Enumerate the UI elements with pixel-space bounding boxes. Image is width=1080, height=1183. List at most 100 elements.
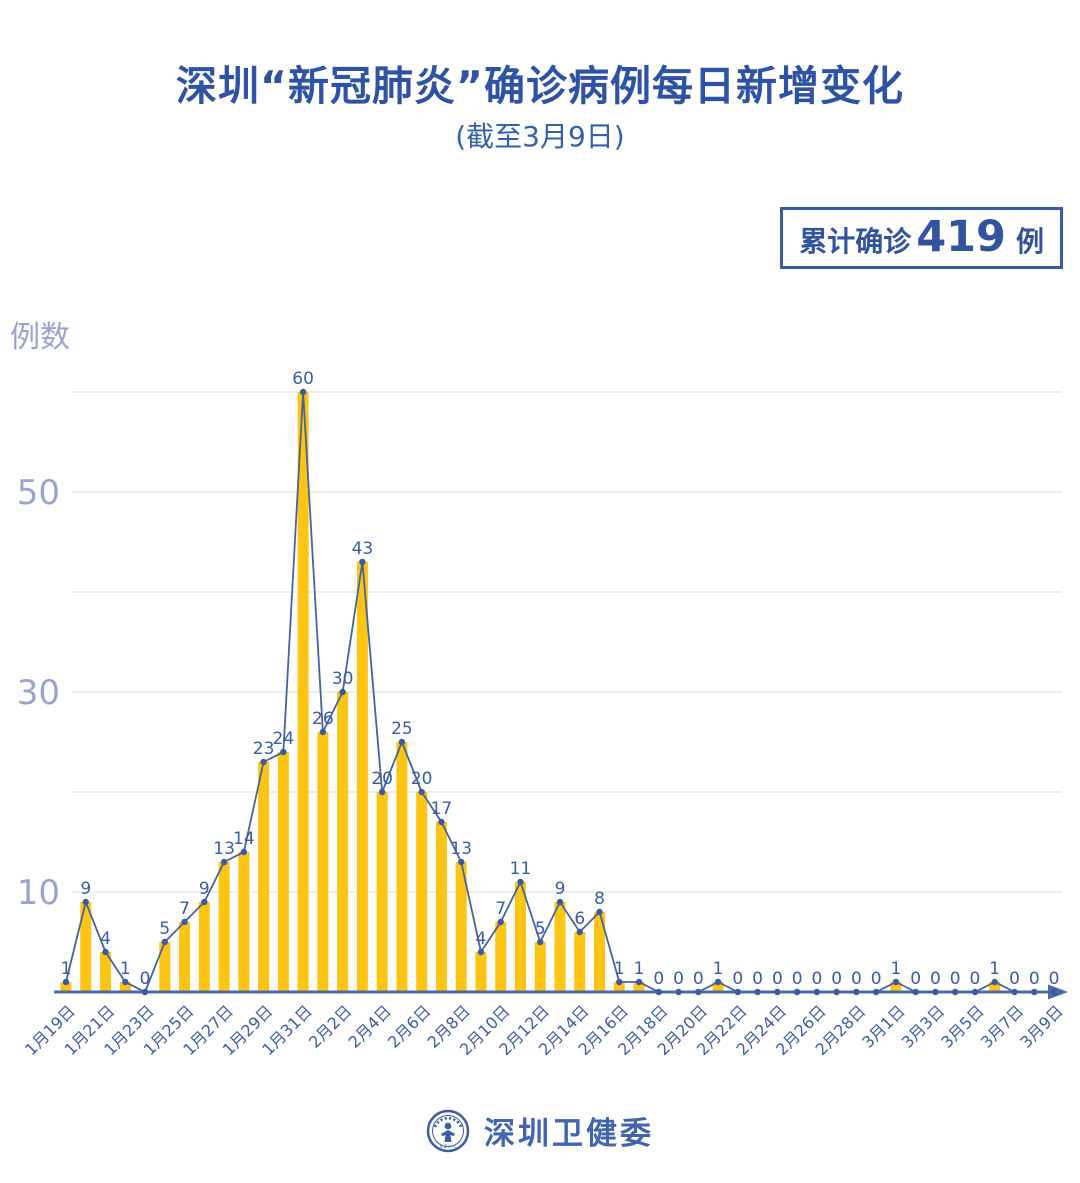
chart-bar [435,822,447,992]
data-point [1011,988,1018,996]
data-point [458,858,465,866]
data-point [1031,988,1038,996]
chart-bar [594,912,606,992]
value-label: 60 [292,369,314,389]
y-tick-label: 10 [17,873,60,913]
value-label: 1 [120,959,131,979]
data-point [774,988,781,996]
value-label: 9 [80,879,91,899]
szhc-logo-icon: S Z H C [426,1109,470,1152]
value-label: 0 [673,969,684,989]
badge-count: 419 [916,212,1006,262]
data-point [853,988,860,996]
data-point [62,978,70,986]
value-label: 4 [476,929,487,949]
data-point [655,988,662,996]
data-point [260,758,267,766]
value-label: 1 [891,959,902,979]
data-point [102,948,109,956]
data-point [240,848,248,856]
data-point [833,988,840,996]
data-point [714,978,722,986]
y-tick-label: 30 [17,673,60,713]
chart-bar [534,942,546,992]
value-label: 0 [792,969,803,989]
data-point [892,978,900,986]
data-point [695,988,702,996]
data-point [596,908,603,916]
chart-bar [890,982,902,992]
value-label: 1 [634,959,645,979]
chart-bar [80,902,92,992]
value-label: 7 [179,899,190,919]
chart-bar [396,742,408,992]
chart-bar [574,932,586,992]
chart-bar [416,792,428,992]
data-point [517,878,524,886]
value-label: 0 [1009,969,1020,989]
value-label: 4 [100,929,111,949]
x-tick-label: 3月1日 [858,1001,908,1051]
chart-bar [277,752,289,992]
data-point [1050,988,1058,996]
x-tick-label: 2月4日 [345,1001,395,1051]
data-point [339,688,346,696]
value-label: 20 [411,769,433,789]
chart-bar [60,982,72,992]
data-point [971,988,979,996]
page-subtitle: (截至3月9日) [455,120,625,153]
chart-bar [258,762,270,992]
data-point [359,558,366,566]
chart-bar [475,952,487,992]
value-label: 0 [930,969,941,989]
data-point [477,948,485,956]
data-point [82,898,89,906]
value-label: 14 [233,829,255,849]
data-point [280,748,287,756]
chart-bar [218,862,230,992]
chart-bar [495,922,507,992]
data-point [932,988,939,996]
chart-bar [514,882,526,992]
value-label: 9 [199,879,210,899]
data-point [754,988,761,996]
data-point [912,988,919,996]
value-label: 1 [713,959,724,979]
org-name: 深圳卫健委 [484,1116,654,1152]
chart-bar [198,902,210,992]
value-label: 0 [851,969,862,989]
data-point [220,858,228,866]
value-label: 20 [371,769,393,789]
y-tick-label: 50 [17,473,60,513]
y-axis-title: 例数 [10,320,70,355]
data-point [635,978,643,986]
value-label: 24 [273,729,295,749]
data-point [398,738,406,746]
data-point [616,978,623,986]
x-tick-label: 2月2日 [305,1001,355,1051]
value-label: 5 [535,919,546,939]
value-label: 0 [772,969,783,989]
data-point [556,898,564,906]
value-label: 0 [811,969,822,989]
value-label: 13 [213,839,235,859]
x-tick-label: 2月6日 [384,1001,434,1051]
value-label: 1 [614,959,625,979]
value-label: 0 [140,969,151,989]
chart-bar [337,692,349,992]
value-label: 30 [332,669,354,689]
data-point [418,788,425,796]
value-label: 0 [970,969,981,989]
page-title: 深圳“新冠肺炎”确诊病例每日新增变化 [176,62,904,110]
x-axis-arrow-icon [1048,984,1068,1000]
data-point [181,918,188,926]
data-point [299,388,307,396]
chart-bar [633,982,645,992]
value-label: 25 [391,719,413,739]
value-label: 13 [450,839,472,859]
data-point [438,818,445,826]
chart-bar [100,952,112,992]
data-point [122,978,129,986]
chart-bar [119,982,131,992]
